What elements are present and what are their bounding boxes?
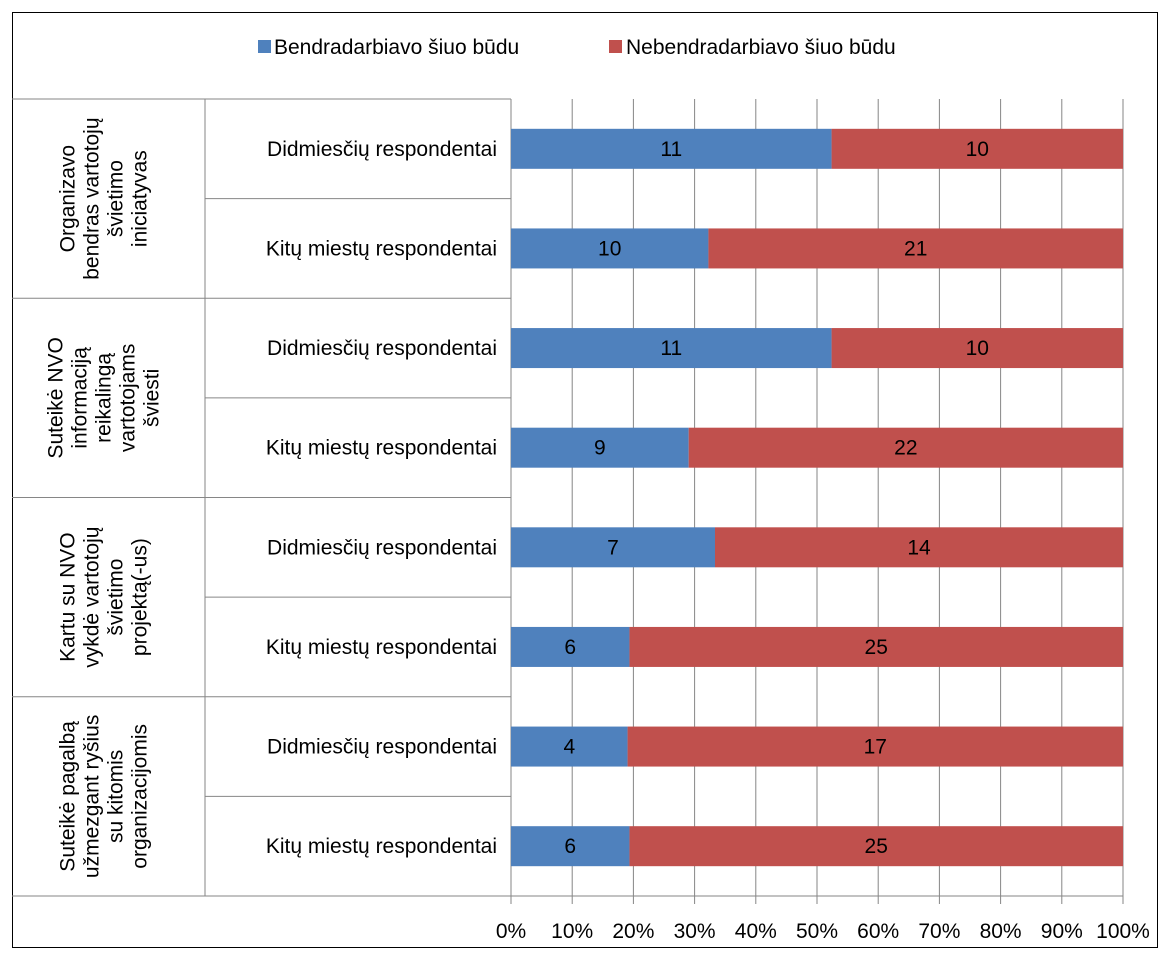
chart-border: [12, 12, 1158, 948]
x-tick-label: 0%: [496, 920, 526, 943]
category-label: Didmiesčių respondentai: [267, 337, 497, 360]
group-label-line: Suteikė NVO: [45, 337, 68, 458]
group-label-line: bendras vartotojų: [81, 117, 104, 279]
bar-value-label: 17: [864, 736, 887, 759]
bar-value-label: 22: [894, 437, 917, 460]
bar-segment: [511, 128, 832, 169]
group-label-line: švietimo: [105, 160, 128, 237]
category-label: Kitų miestų respondentai: [266, 237, 497, 260]
bar-value-label: 9: [594, 437, 606, 460]
bar-segment: [831, 328, 1123, 369]
legend-label: Bendradarbiavo šiuo būdu: [274, 36, 519, 59]
category-label: Kitų miestų respondentai: [266, 437, 497, 460]
bar-segment: [715, 527, 1123, 568]
category-label: Didmiesčių respondentai: [267, 536, 497, 559]
x-tick-label: 40%: [735, 920, 777, 943]
group-label-line: iniciatyvas: [129, 150, 152, 247]
bar-value-label: 10: [966, 337, 989, 360]
bar-value-label: 4: [563, 736, 575, 759]
group-label-line: Organizavo: [57, 145, 80, 252]
category-label: Didmiesčių respondentai: [267, 138, 497, 161]
group-label-line: informaciją: [69, 347, 92, 449]
x-tick-label: 100%: [1096, 920, 1150, 943]
x-tick-label: 70%: [918, 920, 960, 943]
x-tick-label: 80%: [980, 920, 1022, 943]
bar-segment: [511, 328, 832, 369]
bar-segment: [511, 626, 630, 667]
bar-value-label: 14: [907, 536, 931, 559]
bar-segment: [629, 826, 1123, 867]
group-label-line: su kitomis: [105, 750, 128, 843]
group-label-line: Suteikė pagalbą: [57, 721, 80, 872]
bar-value-label: 7: [607, 536, 619, 559]
bar-segment: [627, 726, 1123, 767]
bar-segment: [688, 427, 1123, 468]
legend-label: Nebendradarbiavo šiuo būdu: [626, 36, 896, 59]
x-tick-label: 20%: [612, 920, 654, 943]
group-label: Kartu su NVOvykdė vartotojųšvietimoproje…: [57, 527, 152, 668]
group-label-line: Kartu su NVO: [57, 532, 80, 662]
bar-value-label: 11: [660, 337, 682, 360]
bar-value-label: 21: [904, 237, 927, 260]
group-label-line: projektą(-us): [129, 538, 152, 656]
group-label: Suteikė pagalbąužmezgant ryšiussu kitomi…: [57, 715, 152, 878]
legend-swatch: [609, 40, 622, 53]
legend-swatch: [258, 40, 271, 53]
bar-value-label: 25: [865, 835, 888, 858]
bar-segment: [708, 228, 1123, 269]
group-label-line: vartotojams: [117, 344, 140, 453]
group-label-line: reikalingą: [93, 353, 116, 443]
group-label-line: švietimo: [105, 559, 128, 636]
group-label: Organizavobendras vartotojųšvietimoinici…: [57, 117, 152, 279]
x-tick-label: 10%: [551, 920, 593, 943]
bar-segment: [511, 527, 715, 568]
x-tick-label: 60%: [857, 920, 899, 943]
group-label-line: šviesti: [141, 369, 164, 427]
bar-segment: [511, 826, 630, 867]
x-tick-label: 50%: [796, 920, 838, 943]
category-label: Kitų miestų respondentai: [266, 636, 497, 659]
bar-value-label: 10: [598, 237, 621, 260]
bar-segment: [831, 128, 1123, 169]
bar-segment: [511, 228, 709, 269]
group-label-line: užmezgant ryšius: [81, 715, 104, 878]
group-label-line: vykdė vartotojų: [81, 527, 104, 668]
bar-value-label: 10: [966, 138, 989, 161]
x-tick-label: 90%: [1041, 920, 1083, 943]
bar-value-label: 6: [564, 835, 576, 858]
group-label-line: organizacijomis: [129, 724, 152, 869]
bar-segment: [511, 726, 628, 767]
category-label: Kitų miestų respondentai: [266, 835, 497, 858]
bar-value-label: 11: [660, 138, 682, 161]
bar-segment: [511, 427, 689, 468]
bar-segment: [629, 626, 1123, 667]
x-tick-label: 30%: [674, 920, 716, 943]
group-label: Suteikė NVOinformacijąreikalingąvartotoj…: [45, 337, 164, 458]
bar-value-label: 25: [865, 636, 888, 659]
bar-value-label: 6: [564, 636, 576, 659]
category-label: Didmiesčių respondentai: [267, 736, 497, 759]
